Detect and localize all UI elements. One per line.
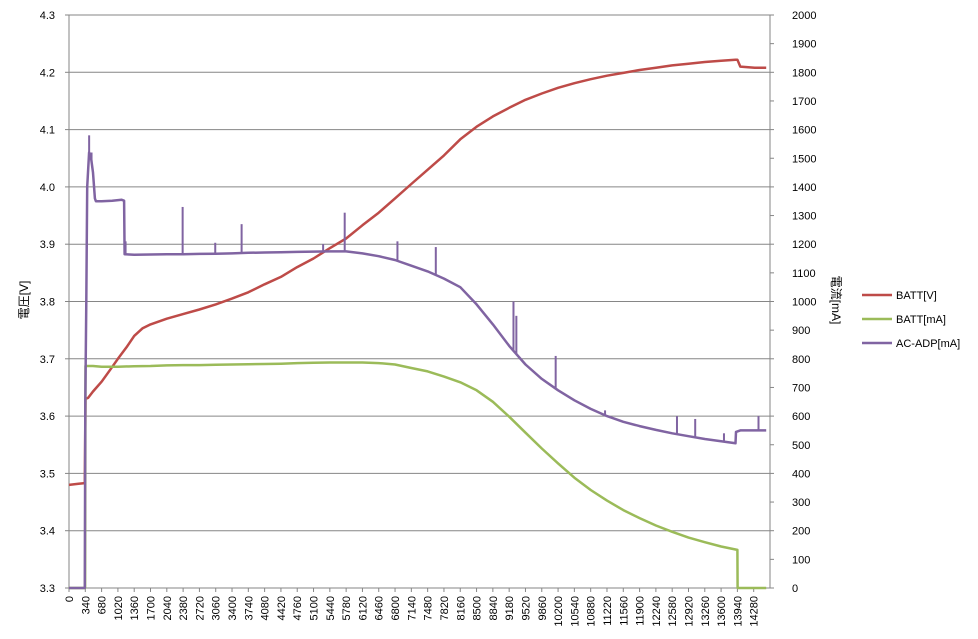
x-tick-label: 6460 <box>374 596 386 620</box>
x-tick-label: 8840 <box>488 596 500 620</box>
x-tick-label: 12240 <box>651 596 663 627</box>
x-tick-label: 3060 <box>211 596 223 620</box>
plot-series <box>68 58 767 590</box>
x-tick-label: 4760 <box>292 596 304 620</box>
x-tick-label: 11220 <box>602 596 614 626</box>
y2-tick-label: 1600 <box>792 125 816 137</box>
left-axis-tick-labels: 3.3 3.4 3.5 3.6 3.7 3.8 3.9 4.0 4.1 4.2 4.3 <box>40 10 55 595</box>
y2-tick-label: 1500 <box>792 153 816 165</box>
x-tick-label: 14280 <box>749 596 761 627</box>
legend: BATT[V] BATT[mA] AC-ADP[mA] <box>862 290 960 350</box>
y2-tick-label: 100 <box>792 554 810 566</box>
x-tick-label: 340 <box>80 596 92 614</box>
right-axis-tick-labels: 0 100 200 300 400 500 600 700 800 900 1000 1100 1200… <box>792 10 816 595</box>
x-axis-tick-labels: 0 340 680 1020 1360 1700 2040 2380 2720 3060 3400 3… <box>64 596 761 627</box>
y-tick-label: 3.5 <box>40 468 55 480</box>
x-tick-label: 2380 <box>178 596 190 620</box>
y2-tick-label: 600 <box>792 411 810 423</box>
y2-tick-label: 1100 <box>792 268 816 280</box>
series-line-AC-ADP[mA] <box>69 151 767 590</box>
x-tick-label: 6800 <box>390 596 402 620</box>
legend-label: BATT[mA] <box>896 314 946 326</box>
y2-tick-label: 1300 <box>792 211 816 223</box>
x-tick-label: 680 <box>97 596 109 614</box>
y2-tick-label: 1800 <box>792 67 816 79</box>
y-tick-label: 3.8 <box>40 297 55 309</box>
x-tick-label: 10200 <box>553 596 565 627</box>
y-tick-label: 3.6 <box>40 411 55 423</box>
gridlines <box>69 14 770 589</box>
y2-tick-label: 1200 <box>792 239 816 251</box>
axes <box>65 14 774 592</box>
x-tick-label: 9180 <box>504 596 516 620</box>
series-line-BATT[V] <box>68 58 767 487</box>
x-tick-label: 1360 <box>129 596 141 620</box>
x-tick-label: 5440 <box>325 596 337 620</box>
legend-label: BATT[V] <box>896 290 937 302</box>
x-tick-label: 3740 <box>243 596 255 620</box>
x-tick-label: 13600 <box>716 596 728 627</box>
y-tick-label: 4.0 <box>40 182 55 194</box>
x-tick-label: 10540 <box>569 596 581 627</box>
x-tick-label: 4420 <box>276 596 288 620</box>
y2-tick-label: 400 <box>792 468 810 480</box>
y2-tick-label: 900 <box>792 325 810 337</box>
y2-tick-label: 200 <box>792 526 810 538</box>
x-tick-label: 12920 <box>683 596 695 627</box>
y2-tick-label: 300 <box>792 497 810 509</box>
y2-tick-label: 0 <box>792 583 798 595</box>
x-tick-label: 8500 <box>472 596 484 620</box>
x-tick-label: 0 <box>64 596 76 602</box>
y-tick-label: 3.4 <box>40 526 55 538</box>
y2-tick-label: 1000 <box>792 297 816 309</box>
x-tick-label: 9520 <box>520 596 532 620</box>
x-tick-label: 5100 <box>309 596 321 620</box>
y-tick-label: 3.3 <box>40 583 55 595</box>
x-tick-label: 7820 <box>439 596 451 620</box>
y2-axis-title: 電流[mA] <box>829 276 843 325</box>
y-tick-label: 4.3 <box>40 10 55 22</box>
y-tick-label: 3.7 <box>40 354 55 366</box>
x-tick-label: 3400 <box>227 596 239 620</box>
x-tick-label: 2720 <box>194 596 206 620</box>
x-tick-label: 7480 <box>423 596 435 620</box>
x-tick-label: 2040 <box>162 596 174 620</box>
x-tick-label: 4080 <box>260 596 272 620</box>
y-tick-label: 4.1 <box>40 125 55 137</box>
x-tick-label: 1700 <box>146 596 158 620</box>
y2-tick-label: 1400 <box>792 182 816 194</box>
x-tick-label: 1020 <box>113 596 125 620</box>
y2-tick-label: 800 <box>792 354 810 366</box>
x-tick-label: 9860 <box>537 596 549 620</box>
y2-tick-label: 700 <box>792 382 810 394</box>
x-tick-label: 8160 <box>455 596 467 620</box>
x-tick-label: 13940 <box>732 596 744 627</box>
x-tick-label: 7140 <box>406 596 418 620</box>
x-tick-label: 11560 <box>618 596 630 626</box>
legend-label: AC-ADP[mA] <box>896 338 960 350</box>
series-line-BATT[mA] <box>69 361 767 590</box>
x-tick-label: 12580 <box>667 596 679 627</box>
y2-tick-label: 500 <box>792 440 810 452</box>
y-tick-label: 3.9 <box>40 239 55 251</box>
y2-tick-label: 1900 <box>792 39 816 51</box>
y2-tick-label: 1700 <box>792 96 816 108</box>
y2-tick-label: 2000 <box>792 10 816 22</box>
x-tick-label: 5780 <box>341 596 353 620</box>
y-axis-title: 電圧[V] <box>17 281 31 320</box>
x-tick-label: 13260 <box>700 596 712 627</box>
x-tick-label: 11900 <box>635 596 647 626</box>
x-tick-label: 10880 <box>586 596 598 627</box>
y-tick-label: 4.2 <box>40 67 55 79</box>
x-tick-label: 6120 <box>357 596 369 620</box>
